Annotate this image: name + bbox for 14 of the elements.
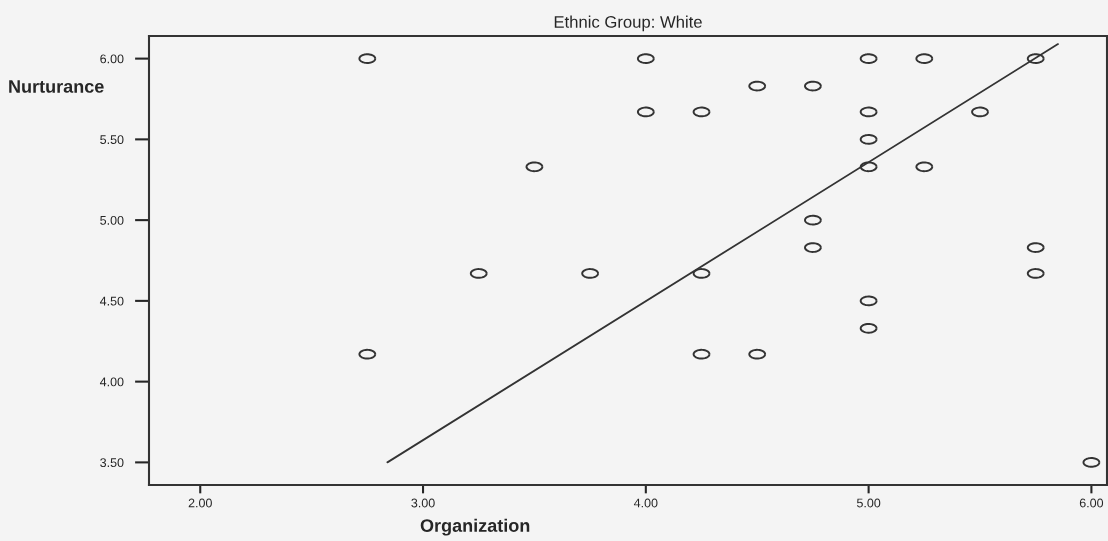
y-tick-label: 3.50 (100, 458, 124, 468)
y-tick-label: 5.50 (100, 135, 124, 145)
chart-title: Ethnic Group: White (554, 15, 702, 32)
x-tick-label: 4.00 (633, 498, 658, 508)
x-tick-label: 6.00 (1079, 498, 1104, 508)
y-tick-label: 4.00 (99, 377, 124, 387)
x-tick-label: 5.00 (856, 498, 881, 508)
y-axis-title: Nurturance (9, 80, 104, 93)
y-tick-label: 4.50 (99, 296, 124, 306)
x-tick-label: 2.00 (188, 498, 212, 508)
x-tick-label: 3.00 (411, 498, 435, 508)
x-axis-title: Organization (420, 518, 530, 536)
y-tick-label: 5.00 (100, 215, 124, 225)
y-tick-label: 6.00 (100, 54, 124, 64)
